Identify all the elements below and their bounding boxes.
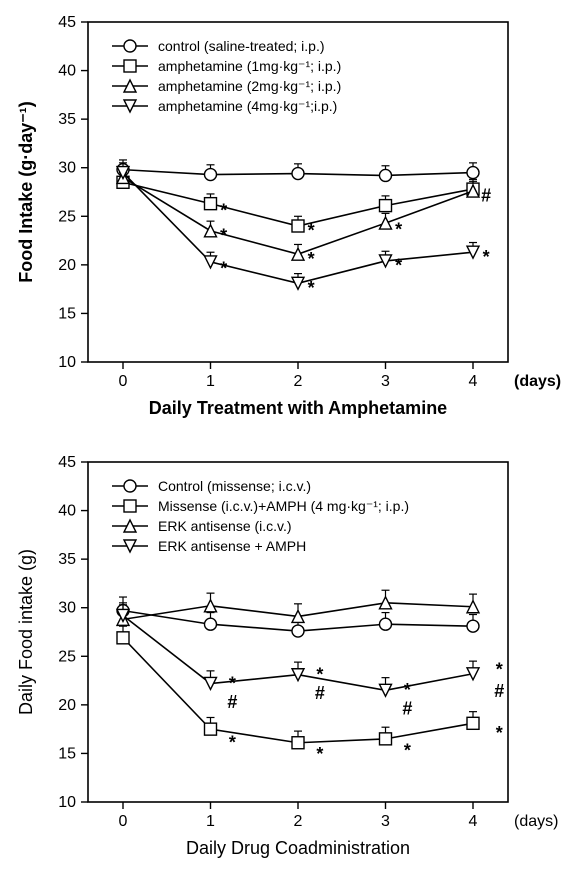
significance-annotation: # bbox=[227, 692, 237, 712]
y-tick-label: 35 bbox=[58, 551, 76, 568]
y-tick-label: 20 bbox=[58, 257, 76, 274]
series-marker-amph1 bbox=[380, 200, 392, 212]
series-marker-missense+amph bbox=[205, 723, 217, 735]
significance-annotation: * bbox=[220, 200, 227, 220]
significance-annotation: * bbox=[316, 744, 323, 764]
series-marker-control bbox=[467, 620, 479, 632]
legend-label: ERK antisense + AMPH bbox=[158, 538, 306, 554]
series-marker-amph4 bbox=[292, 277, 304, 289]
y-tick-label: 10 bbox=[58, 794, 76, 811]
legend-marker bbox=[124, 480, 136, 492]
series-marker-amph2 bbox=[380, 217, 392, 229]
series-marker-control bbox=[205, 169, 217, 181]
series-marker-amph1 bbox=[292, 220, 304, 232]
x-tick-label: 3 bbox=[381, 373, 390, 390]
page: 101520253035404501234(days)Daily Treatme… bbox=[0, 0, 573, 882]
x-tick-label: 4 bbox=[469, 813, 478, 830]
y-axis-title: Daily Food intake (g) bbox=[16, 549, 36, 715]
legend-label: ERK antisense (i.c.v.) bbox=[158, 518, 292, 534]
y-tick-label: 40 bbox=[58, 63, 76, 80]
significance-annotation: * bbox=[308, 278, 315, 298]
series-marker-amph4 bbox=[205, 256, 217, 268]
y-tick-label: 15 bbox=[58, 305, 76, 322]
x-tick-label: 1 bbox=[206, 813, 215, 830]
x-axis-title: Daily Drug Coadministration bbox=[186, 838, 410, 858]
legend-marker bbox=[124, 40, 136, 52]
series-marker-control bbox=[292, 168, 304, 180]
significance-annotation: * bbox=[395, 256, 402, 276]
series-marker-amph2 bbox=[205, 225, 217, 237]
series-line-missense+amph bbox=[123, 638, 473, 743]
series-marker-control bbox=[467, 167, 479, 179]
legend-marker bbox=[124, 500, 136, 512]
x-tick-label: 4 bbox=[469, 373, 478, 390]
y-tick-label: 35 bbox=[58, 111, 76, 128]
significance-annotation: * bbox=[308, 249, 315, 269]
top-chart: 10 15 20 25 30 35 40 45 0 1 2 3 4 (days) Daily Treatme… bbox=[0, 0, 573, 440]
x-tick-label: 1 bbox=[206, 373, 215, 390]
x-tick-label: 2 bbox=[294, 813, 303, 830]
legend-label: amphetamine (4mg·kg⁻¹;i.p.) bbox=[158, 98, 337, 114]
legend-label: control (saline-treated; i.p.) bbox=[158, 38, 325, 54]
x-tick-label: 2 bbox=[294, 373, 303, 390]
significance-annotation: # bbox=[481, 186, 491, 206]
y-tick-label: 10 bbox=[58, 354, 76, 371]
series-marker-missense+amph bbox=[292, 737, 304, 749]
x-unit-label: (days) bbox=[514, 373, 561, 390]
series-marker-amph2 bbox=[292, 248, 304, 260]
y-tick-label: 15 bbox=[58, 745, 76, 762]
bottom-chart: 10 15 20 25 30 35 40 45 0 1 2 3 4 (days) Daily Drug Co… bbox=[0, 440, 573, 880]
x-tick-label: 0 bbox=[119, 813, 128, 830]
significance-annotation: * bbox=[496, 660, 503, 680]
series-marker-control bbox=[380, 618, 392, 630]
x-tick-label: 3 bbox=[381, 813, 390, 830]
x-tick-label: 0 bbox=[119, 373, 128, 390]
significance-annotation: * bbox=[404, 680, 411, 700]
legend-label: amphetamine (1mg·kg⁻¹; i.p.) bbox=[158, 58, 341, 74]
series-marker-missense+amph bbox=[117, 632, 129, 644]
significance-annotation: * bbox=[496, 723, 503, 743]
y-tick-label: 25 bbox=[58, 208, 76, 225]
legend-label: amphetamine (2mg·kg⁻¹; i.p.) bbox=[158, 78, 341, 94]
significance-annotation: * bbox=[395, 220, 402, 240]
series-marker-missense+amph bbox=[467, 717, 479, 729]
y-tick-label: 30 bbox=[58, 160, 76, 177]
y-tick-label: 20 bbox=[58, 697, 76, 714]
significance-annotation: * bbox=[229, 733, 236, 753]
x-unit-label: (days) bbox=[514, 813, 558, 830]
significance-annotation: * bbox=[316, 665, 323, 685]
significance-annotation: # bbox=[494, 681, 504, 701]
y-tick-label: 25 bbox=[58, 648, 76, 665]
legend-marker bbox=[124, 60, 136, 72]
x-axis-title: Daily Treatment with Amphetamine bbox=[149, 398, 447, 418]
significance-annotation: * bbox=[220, 259, 227, 279]
significance-annotation: # bbox=[402, 699, 412, 719]
significance-annotation: # bbox=[315, 683, 325, 703]
significance-annotation: * bbox=[483, 247, 490, 267]
series-marker-control bbox=[380, 169, 392, 181]
significance-annotation: * bbox=[308, 221, 315, 241]
y-tick-label: 45 bbox=[58, 454, 76, 471]
y-tick-label: 40 bbox=[58, 503, 76, 520]
y-tick-label: 45 bbox=[58, 14, 76, 31]
legend-label: Missense (i.c.v.)+AMPH (4 mg·kg⁻¹; i.p.) bbox=[158, 498, 409, 514]
series-marker-amph1 bbox=[205, 198, 217, 210]
legend-label: Control (missense; i.c.v.) bbox=[158, 478, 311, 494]
series-marker-control bbox=[292, 625, 304, 637]
significance-annotation: * bbox=[220, 226, 227, 246]
significance-annotation: * bbox=[229, 673, 236, 693]
y-tick-label: 30 bbox=[58, 600, 76, 617]
series-marker-control bbox=[205, 618, 217, 630]
y-axis-title: Food Intake (g·day⁻¹) bbox=[16, 101, 36, 283]
significance-annotation: * bbox=[404, 740, 411, 760]
series-marker-missense+amph bbox=[380, 733, 392, 745]
